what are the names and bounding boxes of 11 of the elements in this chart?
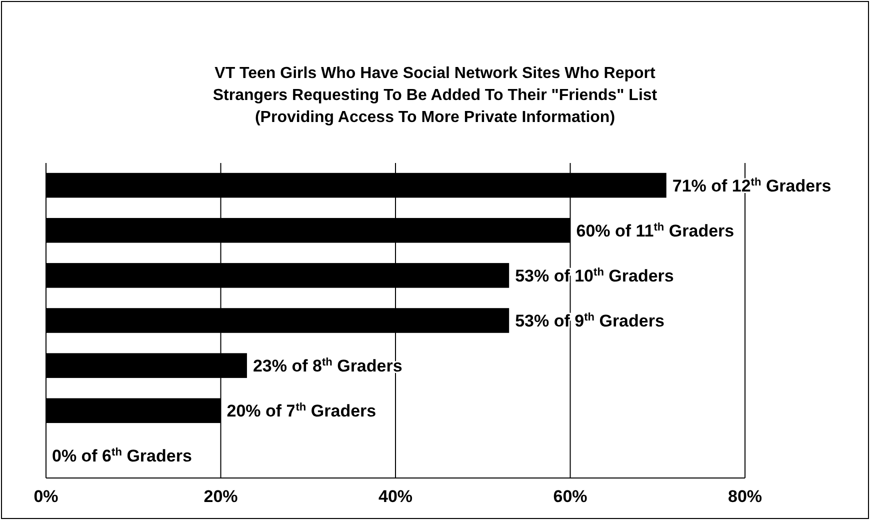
data-label: 53% of 10$^{th}$ Graders [515, 266, 674, 286]
data-label: 60% of 11$^{th}$ Graders [576, 221, 734, 240]
data-label: 0% of 6$^{th}$ Graders [52, 446, 192, 466]
data-label: 20% of 7$^{th}$ Graders [226, 402, 376, 421]
x-tick-label: 60% [553, 487, 588, 506]
chart-title: VT Teen Girls Who Have Social Network Sites Who Report Strangers Requesting To Be Added To Their "Friends" List (Providing Access To More Private Information) [212, 65, 658, 126]
data-label: 53% of 9$^{th}$ Graders [515, 312, 664, 330]
x-tick-label: 80% [728, 487, 762, 506]
x-tick-label: 20% [204, 487, 238, 506]
x-tick-label: 0% [34, 487, 58, 506]
x-tick-label: 40% [378, 487, 413, 506]
